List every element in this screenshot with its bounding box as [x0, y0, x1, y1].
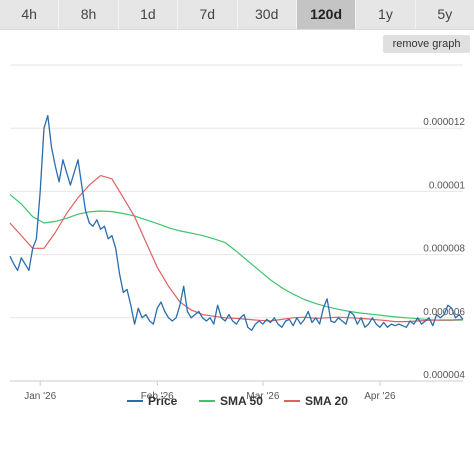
tab-120d[interactable]: 120d — [296, 0, 357, 29]
legend-label: SMA 50 — [220, 394, 263, 408]
tab-30d[interactable]: 30d — [237, 0, 297, 29]
y-tick-label: 0.000004 — [423, 370, 465, 381]
y-tick-label: 0.000012 — [423, 117, 465, 128]
legend-label: SMA 20 — [305, 394, 348, 408]
series-line-sma-20 — [9, 175, 464, 323]
series-line-price — [9, 114, 464, 332]
tab-4h[interactable]: 4h — [0, 0, 60, 29]
y-tick-label: 0.000008 — [423, 244, 465, 255]
tab-7d[interactable]: 7d — [178, 0, 238, 29]
tab-1d[interactable]: 1d — [118, 0, 179, 29]
time-range-tabs: 4h 8h 1d 7d 30d 120d 1y 5y — [0, 0, 474, 30]
x-tick-label: Jan '26 — [24, 391, 56, 402]
x-tick-label: Apr '26 — [364, 391, 396, 402]
x-tick-label: Mar '26 — [246, 391, 279, 402]
tab-1y[interactable]: 1y — [356, 0, 416, 29]
tab-8h[interactable]: 8h — [59, 0, 119, 29]
x-tick-label: Feb '26 — [141, 391, 174, 402]
legend-label: Price — [148, 394, 178, 408]
tab-5y[interactable]: 5y — [415, 0, 474, 29]
y-tick-label: 0.00001 — [429, 180, 466, 191]
remove-graph-button[interactable]: remove graph — [383, 35, 470, 53]
series-line-sma-50 — [9, 194, 464, 321]
